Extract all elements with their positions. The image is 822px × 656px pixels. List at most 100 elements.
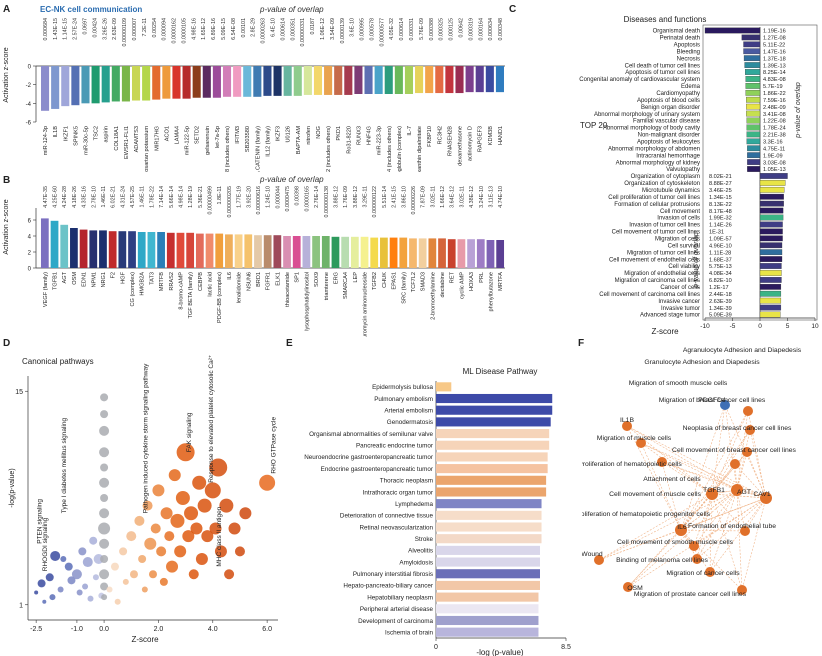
chart-d-point xyxy=(101,594,108,601)
chart-b-pvalue-label: 0.0000475 xyxy=(285,186,291,211)
network-f-edge xyxy=(598,529,682,561)
chart-a-category-label: mir-8 (includes others) xyxy=(225,126,231,172)
chart-c-bar xyxy=(704,27,761,34)
chart-c: Diseases and functions Z-score TOP 20 p-… xyxy=(579,15,819,336)
network-f-node xyxy=(657,457,667,467)
network-f-node xyxy=(743,406,753,416)
chart-a-bar xyxy=(51,66,60,109)
chart-b-bar xyxy=(418,238,427,268)
chart-a-category-label: IL1B xyxy=(53,126,59,138)
chart-b-pvalue-label: 2.76E-14 xyxy=(314,186,320,208)
chart-b-pvalue-label: 4.98E-14 xyxy=(178,186,184,208)
network-f-edge xyxy=(696,489,738,560)
chart-d-point xyxy=(67,576,76,585)
network-f-edge xyxy=(693,493,713,547)
chart-b-category-label: SP1 xyxy=(295,272,301,283)
chart-c-category-label: Cell movement of tumor cell lines xyxy=(612,230,700,236)
network-f-node xyxy=(594,555,604,565)
chart-b-bar xyxy=(292,236,301,268)
chart-b-pvalue-label: 1.78E-22 xyxy=(149,186,155,208)
chart-a-pvalue-label: 0.000614 xyxy=(399,18,405,40)
chart-d-point xyxy=(219,498,234,513)
chart-c-category-label: Abnormal morphology of abdomen xyxy=(608,146,700,152)
chart-a-bar xyxy=(111,66,120,102)
chart-a-bar xyxy=(324,66,333,95)
chart-b-pvalue-label: 3.88E-12 xyxy=(353,186,359,208)
chart-a-bar xyxy=(445,66,454,94)
chart-a-bar xyxy=(41,66,50,111)
chart-b-bar xyxy=(254,235,262,268)
chart-d-point xyxy=(82,557,93,568)
chart-a-category-label: BAPTA-AM xyxy=(296,126,302,155)
chart-c-bar xyxy=(759,263,782,269)
chart-b-category-label: AGT xyxy=(62,271,68,283)
chart-b-bar xyxy=(467,239,475,268)
chart-c-category-label: Cell movement of carcinoma cell lines xyxy=(599,292,700,298)
chart-b-pvalue-label: 3.64E-12 xyxy=(450,186,456,208)
network-f-node xyxy=(692,554,702,564)
panel-letter-e: E xyxy=(286,338,293,349)
chart-a: EC-NK cell communication p-value of over… xyxy=(3,5,505,172)
network-f-edge xyxy=(640,442,767,499)
chart-c-category-label: Familial vascular disease xyxy=(633,119,701,125)
chart-d-annotation: Pathogen induced cytokine storm signalin… xyxy=(143,363,150,513)
network-f-label: Cell movement of muscle cells xyxy=(609,491,701,498)
chart-c-pvalue-label: 1.86E-22 xyxy=(763,91,786,97)
chart-c-bar xyxy=(759,277,782,283)
network-f-edge xyxy=(680,497,767,531)
chart-a-category-label: IL12 (family) xyxy=(265,126,271,157)
chart-b-category-label: ERG xyxy=(333,272,339,284)
chart-c-pvalue-label: 8.02E-21 xyxy=(709,174,732,180)
chart-b-category-label: cyclic AMP xyxy=(459,272,465,299)
chart-d-point xyxy=(99,508,110,519)
chart-a-bar xyxy=(152,66,161,100)
chart-c-bar xyxy=(759,235,783,242)
chart-d-annotation: RHO GTPase cycle xyxy=(270,417,277,474)
chart-d-point xyxy=(201,530,214,543)
chart-e-bar xyxy=(436,569,540,579)
chart-a-category-label: dexamethasone xyxy=(458,126,464,166)
chart-c-category-label: Valvulopathy xyxy=(666,167,700,173)
chart-a-pvalue-label: 0.00642 xyxy=(458,18,464,38)
chart-d-point xyxy=(159,577,168,586)
chart-b-bar xyxy=(50,220,59,268)
chart-a-category-label: let-7a-5p xyxy=(215,126,221,148)
chart-a-bar xyxy=(202,66,211,98)
chart-b-pvalue-label: 0.000000122 xyxy=(372,186,378,217)
chart-e-bar xyxy=(436,393,553,404)
chart-c-category-label: Apoptosis of tumor cell lines xyxy=(625,70,700,76)
chart-b-bar xyxy=(186,232,195,268)
chart-b-pvalue-label: 3.92E-20 xyxy=(246,186,252,208)
network-f-label: IL6 xyxy=(677,524,687,531)
chart-a-pvalue-label: 0.000325 xyxy=(439,18,445,40)
chart-a-pvalue-label: 3.6E-10 xyxy=(350,18,356,37)
chart-b-pvalue-label: 3.29E-11 xyxy=(363,186,369,207)
chart-c-bar xyxy=(759,249,783,256)
chart-e-bar xyxy=(436,475,547,485)
chart-b-pvalue-label: 4.47E-35 xyxy=(43,186,49,208)
chart-c-bar xyxy=(746,124,761,131)
chart-d-point xyxy=(134,515,145,526)
chart-b-bar xyxy=(195,233,204,268)
chart-e-category-label: Pancreatic endocrine tumor xyxy=(356,443,433,450)
network-f-edge xyxy=(640,442,713,495)
chart-d-point xyxy=(156,546,167,557)
chart-b-pvalue-label: 1.8E-11 xyxy=(217,186,223,204)
chart-a-category-label: ACO1 xyxy=(164,126,170,141)
chart-c-bar xyxy=(759,207,784,214)
chart-a-category-label: HAND1 xyxy=(498,126,504,145)
chart-d-point xyxy=(160,507,173,520)
chart-d: Canonical pathways Z-score -log(p-value)… xyxy=(9,355,278,644)
chart-c-category-label: Edema xyxy=(681,84,701,90)
chart-a-category-label: RUNX3 xyxy=(356,126,362,145)
chart-c-bar xyxy=(741,34,761,41)
network-f-label: PDGFD4 xyxy=(698,397,726,404)
chart-a-category-label: IFITM3 xyxy=(235,126,241,144)
chart-c-category-label: Organismal death xyxy=(653,29,700,35)
chart-b-pvalue-label: 0.000000138 xyxy=(324,186,330,217)
network-f-node xyxy=(745,425,755,435)
network-f-node xyxy=(689,541,699,551)
chart-b-bar xyxy=(108,231,117,268)
chart-c-pvalue-label: 1.47E-16 xyxy=(763,49,786,55)
chart-d-point xyxy=(100,555,109,563)
